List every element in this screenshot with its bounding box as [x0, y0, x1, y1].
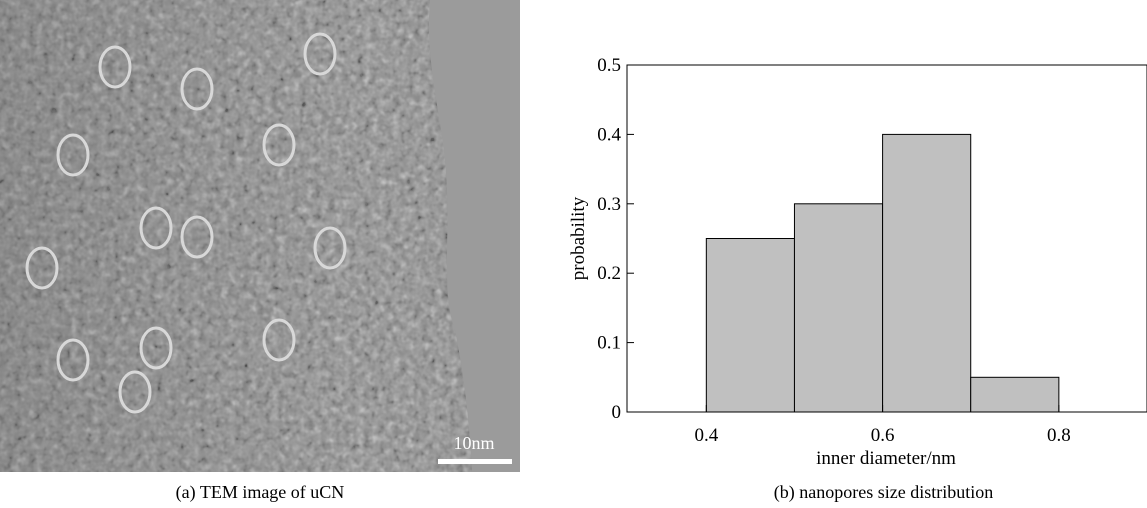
scale-bar — [438, 459, 512, 464]
histogram-bar — [970, 376, 1060, 413]
histogram-bar — [793, 203, 884, 413]
pore-marker-circle — [25, 246, 59, 290]
pore-marker-circle — [98, 45, 132, 89]
histogram-bar — [882, 133, 972, 413]
y-axis-label: probability — [568, 196, 589, 280]
sample-shading — [0, 0, 520, 472]
y-tick-label: 0.4 — [597, 124, 621, 145]
pore-markers — [25, 32, 347, 414]
pore-marker-circle — [56, 133, 90, 177]
pore-marker-circle — [262, 318, 296, 362]
histogram-bars — [705, 133, 1060, 413]
pore-marker-circle — [56, 338, 90, 382]
pore-marker-circle — [118, 370, 152, 414]
x-tick-label: 0.6 — [871, 425, 895, 446]
pore-marker-circle — [313, 226, 347, 270]
scale-bar-label: 10nm — [453, 433, 495, 453]
pore-marker-circle — [139, 326, 173, 370]
y-tick-label: 0.2 — [597, 263, 621, 284]
pore-marker-circle — [139, 206, 173, 250]
pore-marker-circle — [262, 123, 296, 167]
caption-tem-image: (a) TEM image of uCN — [175, 482, 345, 502]
pore-marker-circle — [180, 67, 214, 111]
y-tick-label: 0.1 — [597, 333, 621, 354]
x-axis-label: inner diameter/nm — [816, 448, 956, 469]
caption-size-distribution: (b) nanopores size distribution — [773, 482, 994, 502]
y-tick-label: 0.3 — [597, 194, 621, 215]
histogram-bar — [705, 238, 795, 413]
x-tick-label: 0.8 — [1047, 425, 1071, 446]
y-tick-label: 0.5 — [597, 55, 621, 76]
pore-marker-circle — [303, 32, 337, 76]
pore-marker-circle — [180, 215, 214, 259]
tem-image: 10nm — [0, 0, 520, 472]
axes-frame — [626, 64, 1147, 413]
y-axis-ticks: 0 0.1 0.2 0.3 0.4 0.5 — [597, 55, 634, 423]
y-tick-label: 0 — [612, 402, 622, 423]
size-distribution-chart: 0 0.1 0.2 0.3 0.4 0.5 0.4 0.6 0.8 inner diamete… — [568, 55, 1147, 469]
tem-micrograph — [0, 0, 520, 472]
x-tick-label: 0.4 — [694, 425, 718, 446]
x-axis-ticks: 0.4 0.6 0.8 — [694, 405, 1071, 446]
